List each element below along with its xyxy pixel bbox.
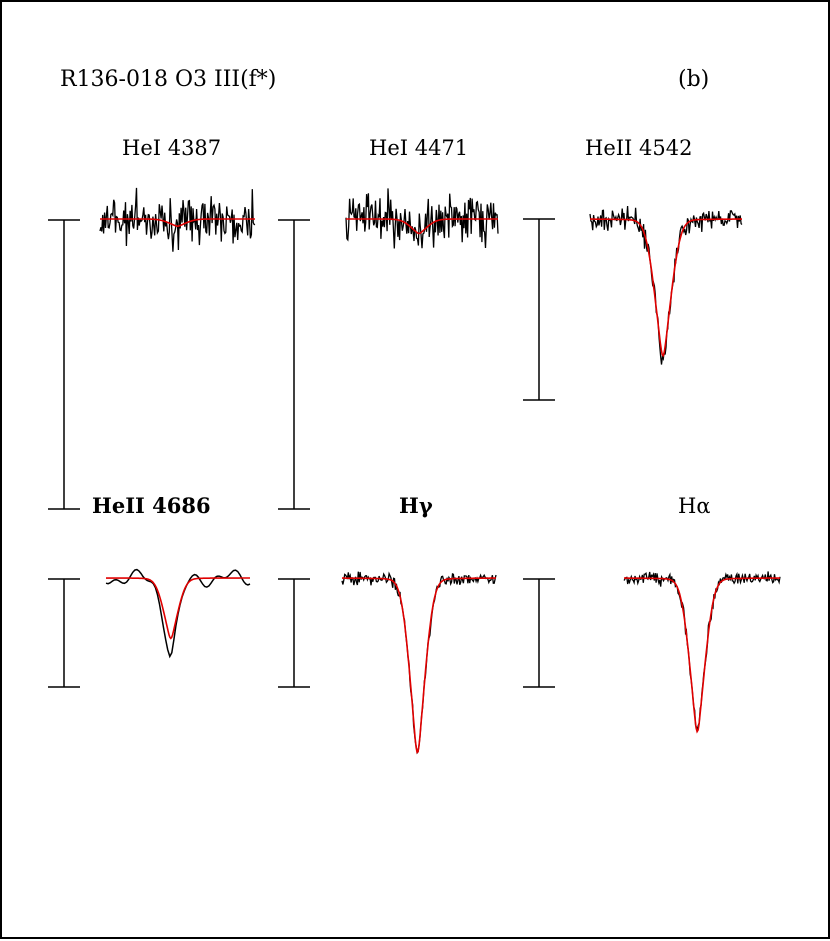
- panel-heii-4542: HeII 4542: [585, 136, 743, 365]
- panel-title-h-alpha: Hα: [678, 494, 711, 518]
- scale-bar: [278, 219, 310, 510]
- panel-letter: (b): [678, 67, 709, 92]
- scale-bar: [523, 578, 555, 688]
- panel-title-heii-4542: HeII 4542: [585, 136, 692, 160]
- model-spectrum-hei-4387: [100, 218, 255, 228]
- scale-bar: [523, 218, 555, 401]
- panel-heii-4686: HeII 4686: [92, 493, 251, 659]
- panel-title-h-gamma: Hγ: [399, 493, 433, 518]
- panel-hei-4471: HeI 4471: [345, 136, 499, 249]
- scale-bar: [278, 578, 310, 688]
- model-spectrum-heii-4686: [106, 577, 250, 640]
- observed-spectrum-h-gamma: [341, 571, 497, 755]
- observed-spectrum-h-alpha: [623, 571, 781, 732]
- model-spectrum-heii-4542: [590, 218, 742, 358]
- scale-bars: [48, 218, 555, 688]
- model-spectrum-h-alpha: [624, 577, 780, 734]
- panel-title-hei-4471: HeI 4471: [369, 136, 468, 160]
- scale-bar: [48, 219, 80, 510]
- panel-h-gamma: Hγ: [341, 493, 497, 755]
- star-label: R136-018 O3 III(f*): [60, 67, 276, 92]
- model-spectrum-hei-4471: [346, 218, 498, 235]
- observed-spectrum-hei-4387: [99, 187, 256, 252]
- panel-title-heii-4686: HeII 4686: [92, 493, 211, 518]
- model-spectrum-h-gamma: [342, 577, 496, 754]
- panel-title-hei-4387: HeI 4387: [122, 136, 221, 160]
- scale-bar: [48, 578, 80, 688]
- panel-h-alpha: Hα: [623, 494, 781, 734]
- panel-hei-4387: HeI 4387: [99, 136, 256, 252]
- observed-spectrum-hei-4471: [345, 188, 499, 249]
